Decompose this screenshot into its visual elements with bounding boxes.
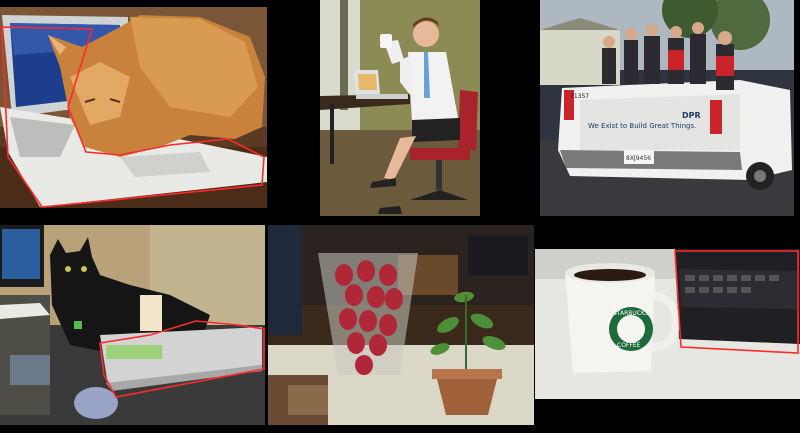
truck-number: 71357	[570, 93, 589, 100]
photo-coffee-mug-art: STARBUCKS COFFEE	[535, 249, 800, 399]
photo-pickup-truck-art: We Exist to Build Great Things. 71357 DP…	[540, 0, 794, 216]
photo-cat-on-laptop	[0, 7, 267, 208]
photo-man-on-chair-art	[320, 0, 480, 216]
truck-license-plate: 8XJ9456	[626, 155, 651, 162]
photo-pickup-truck: We Exist to Build Great Things. 71357 DP…	[540, 0, 794, 216]
photo-coffee-mug: STARBUCKS COFFEE	[535, 249, 800, 399]
mug-subtext: COFFEE	[617, 342, 641, 349]
photo-vase-and-plant-art	[268, 225, 534, 425]
truck-logo: DPR	[682, 111, 701, 120]
photo-vase-and-plant	[268, 225, 534, 425]
photo-cat-on-laptop-art	[0, 7, 267, 208]
photo-man-on-chair	[320, 0, 480, 216]
truck-slogan: We Exist to Build Great Things.	[588, 122, 696, 130]
photo-black-cat-on-laptop	[0, 225, 265, 425]
mug-brand: STARBUCKS	[613, 310, 649, 317]
photo-black-cat-on-laptop-art	[0, 225, 265, 425]
